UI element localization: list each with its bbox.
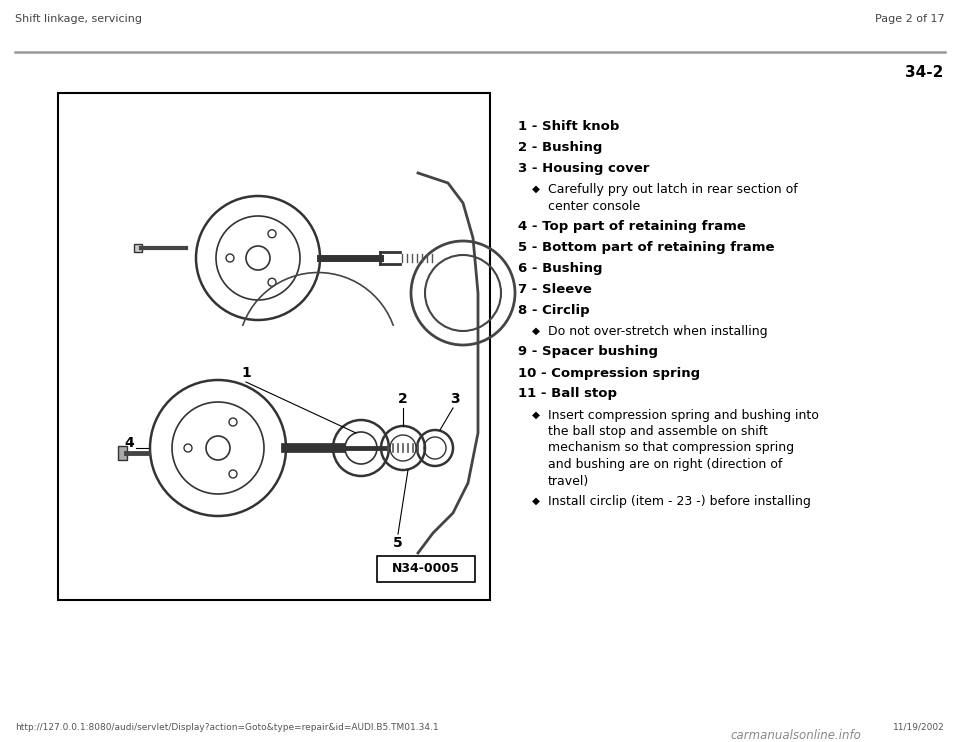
Text: mechanism so that compression spring: mechanism so that compression spring <box>548 441 794 455</box>
Text: 11 - Ball stop: 11 - Ball stop <box>518 387 617 401</box>
Text: 6 - Bushing: 6 - Bushing <box>518 262 603 275</box>
Text: 8 - Circlip: 8 - Circlip <box>518 304 589 317</box>
Text: 9 - Spacer bushing: 9 - Spacer bushing <box>518 346 658 358</box>
Text: 2: 2 <box>398 392 408 406</box>
Text: Shift linkage, servicing: Shift linkage, servicing <box>15 14 142 24</box>
Bar <box>377 556 475 582</box>
Text: ◆: ◆ <box>532 326 540 336</box>
Text: and bushing are on right (direction of: and bushing are on right (direction of <box>548 458 782 471</box>
Text: 1 - Shift knob: 1 - Shift knob <box>518 120 619 133</box>
Text: carmanualsonline.info: carmanualsonline.info <box>730 729 861 742</box>
Text: Page 2 of 17: Page 2 of 17 <box>876 14 945 24</box>
Text: 7 - Sleeve: 7 - Sleeve <box>518 283 592 296</box>
Text: N34-0005: N34-0005 <box>392 562 460 576</box>
Text: http://127.0.0.1:8080/audi/servlet/Display?action=Goto&type=repair&id=AUDI.B5.TM: http://127.0.0.1:8080/audi/servlet/Displ… <box>15 723 439 732</box>
Text: 5: 5 <box>394 536 403 550</box>
Text: the ball stop and assemble on shift: the ball stop and assemble on shift <box>548 425 768 438</box>
Text: center console: center console <box>548 200 640 212</box>
Text: 4 - Top part of retaining frame: 4 - Top part of retaining frame <box>518 220 746 233</box>
Text: Install circlip (item - 23 -) before installing: Install circlip (item - 23 -) before ins… <box>548 495 811 508</box>
Bar <box>134 244 142 252</box>
Text: 1: 1 <box>241 366 251 380</box>
Text: ◆: ◆ <box>532 410 540 419</box>
Text: Carefully pry out latch in rear section of: Carefully pry out latch in rear section … <box>548 183 798 196</box>
Text: ◆: ◆ <box>532 184 540 194</box>
Text: 34-2: 34-2 <box>904 65 943 80</box>
Text: 3 - Housing cover: 3 - Housing cover <box>518 162 649 175</box>
Text: 10 - Compression spring: 10 - Compression spring <box>518 367 700 379</box>
Text: 4: 4 <box>124 436 134 450</box>
Text: travel): travel) <box>548 474 589 487</box>
Text: ◆: ◆ <box>532 496 540 506</box>
Bar <box>118 446 127 460</box>
Text: Do not over-stretch when installing: Do not over-stretch when installing <box>548 325 768 338</box>
Text: 11/19/2002: 11/19/2002 <box>893 723 945 732</box>
Text: Insert compression spring and bushing into: Insert compression spring and bushing in… <box>548 409 819 421</box>
Bar <box>58 93 490 600</box>
Text: 2 - Bushing: 2 - Bushing <box>518 141 602 154</box>
Text: 3: 3 <box>450 392 460 406</box>
Text: 5 - Bottom part of retaining frame: 5 - Bottom part of retaining frame <box>518 241 775 254</box>
